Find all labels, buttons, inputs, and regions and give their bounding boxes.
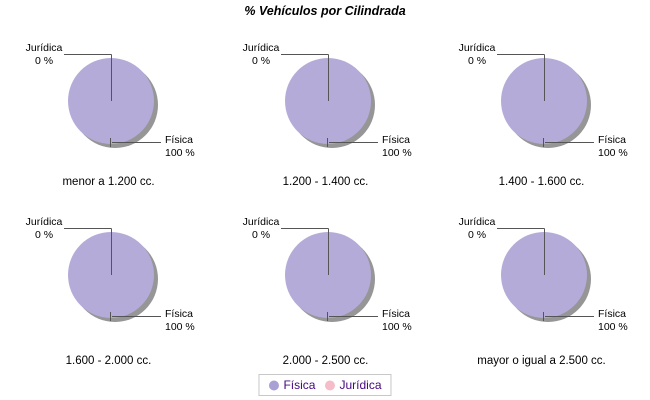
fisica-dot [268, 380, 279, 390]
juridica-name: Jurídica [25, 42, 63, 54]
juridica-section-label: Jurídica 0 % [6, 42, 82, 68]
pie-graphic [281, 228, 378, 322]
juridica-legend-dot-icon [324, 380, 335, 390]
juridica-value: 0 % [467, 55, 487, 67]
legend-item-juridica: Jurídica [324, 378, 382, 392]
juridica-section-label: Jurídica 0 % [439, 42, 515, 68]
fisica-name: Física [598, 134, 627, 146]
juridica-name: Jurídica [242, 216, 280, 228]
category-label: 1.400 - 1.600 cc. [498, 176, 585, 188]
legend-label-fisica: Física [283, 378, 316, 392]
fisica-name: Física [382, 134, 411, 146]
juridica-value: 0 % [34, 229, 54, 241]
fisica-name: Física [165, 134, 194, 146]
juridica-name: Jurídica [242, 42, 280, 54]
fisica-value: 100 % [382, 321, 412, 333]
fisica-value: 100 % [165, 147, 195, 159]
juridica-value: 0 % [251, 229, 271, 241]
fisica-section-label: Física 100 % [165, 308, 195, 334]
fisica-value: 100 % [165, 321, 195, 333]
category-label: 1.600 - 2.000 cc. [65, 355, 152, 367]
pie-graphic [497, 54, 594, 148]
juridica-name: Jurídica [458, 216, 496, 228]
legend: Física Jurídica [258, 374, 392, 396]
fisica-name: Física [382, 308, 411, 320]
juridica-section-label: Jurídica 0 % [439, 216, 515, 242]
juridica-name: Jurídica [25, 216, 63, 228]
fisica-value: 100 % [598, 147, 628, 159]
category-label: 2.000 - 2.500 cc. [282, 355, 369, 367]
fisica-section-label: Física 100 % [165, 134, 195, 160]
pie-cell-4: Jurídica 0 % Física 100 % 1.600 - 2.000 … [0, 209, 217, 374]
pie-cell-5: Jurídica 0 % Física 100 % 2.000 - 2.500 … [217, 209, 434, 374]
fisica-name: Física [165, 308, 194, 320]
juridica-dot [324, 380, 335, 390]
pie-cell-1: Jurídica 0 % Física 100 % menor a 1.200 … [0, 35, 217, 200]
fisica-value: 100 % [598, 321, 628, 333]
juridica-section-label: Jurídica 0 % [223, 42, 299, 68]
legend-label-juridica: Jurídica [339, 378, 382, 392]
category-label: menor a 1.200 cc. [62, 176, 155, 188]
juridica-value: 0 % [34, 55, 54, 67]
juridica-section-label: Jurídica 0 % [223, 216, 299, 242]
chart-title: % Vehículos por Cilindrada [244, 4, 406, 18]
fisica-section-label: Física 100 % [382, 134, 412, 160]
fisica-value: 100 % [382, 147, 412, 159]
pie-graphic [281, 54, 378, 148]
category-label: mayor o igual a 2.500 cc. [477, 355, 606, 367]
pie-cell-6: Jurídica 0 % Física 100 % mayor o igual … [433, 209, 650, 374]
pie-graphic [64, 228, 161, 322]
juridica-section-label: Jurídica 0 % [6, 216, 82, 242]
pie-cell-3: Jurídica 0 % Física 100 % 1.400 - 1.600 … [433, 35, 650, 200]
pie-graphic [497, 228, 594, 322]
fisica-legend-dot-icon [268, 380, 279, 390]
juridica-value: 0 % [467, 229, 487, 241]
fisica-name: Física [598, 308, 627, 320]
pie-cell-2: Jurídica 0 % Física 100 % 1.200 - 1.400 … [217, 35, 434, 200]
fisica-section-label: Física 100 % [598, 308, 628, 334]
category-label: 1.200 - 1.400 cc. [282, 176, 369, 188]
pie-graphic [64, 54, 161, 148]
legend-item-fisica: Física [268, 378, 315, 392]
fisica-section-label: Física 100 % [382, 308, 412, 334]
juridica-value: 0 % [251, 55, 271, 67]
fisica-section-label: Física 100 % [598, 134, 628, 160]
juridica-name: Jurídica [458, 42, 496, 54]
